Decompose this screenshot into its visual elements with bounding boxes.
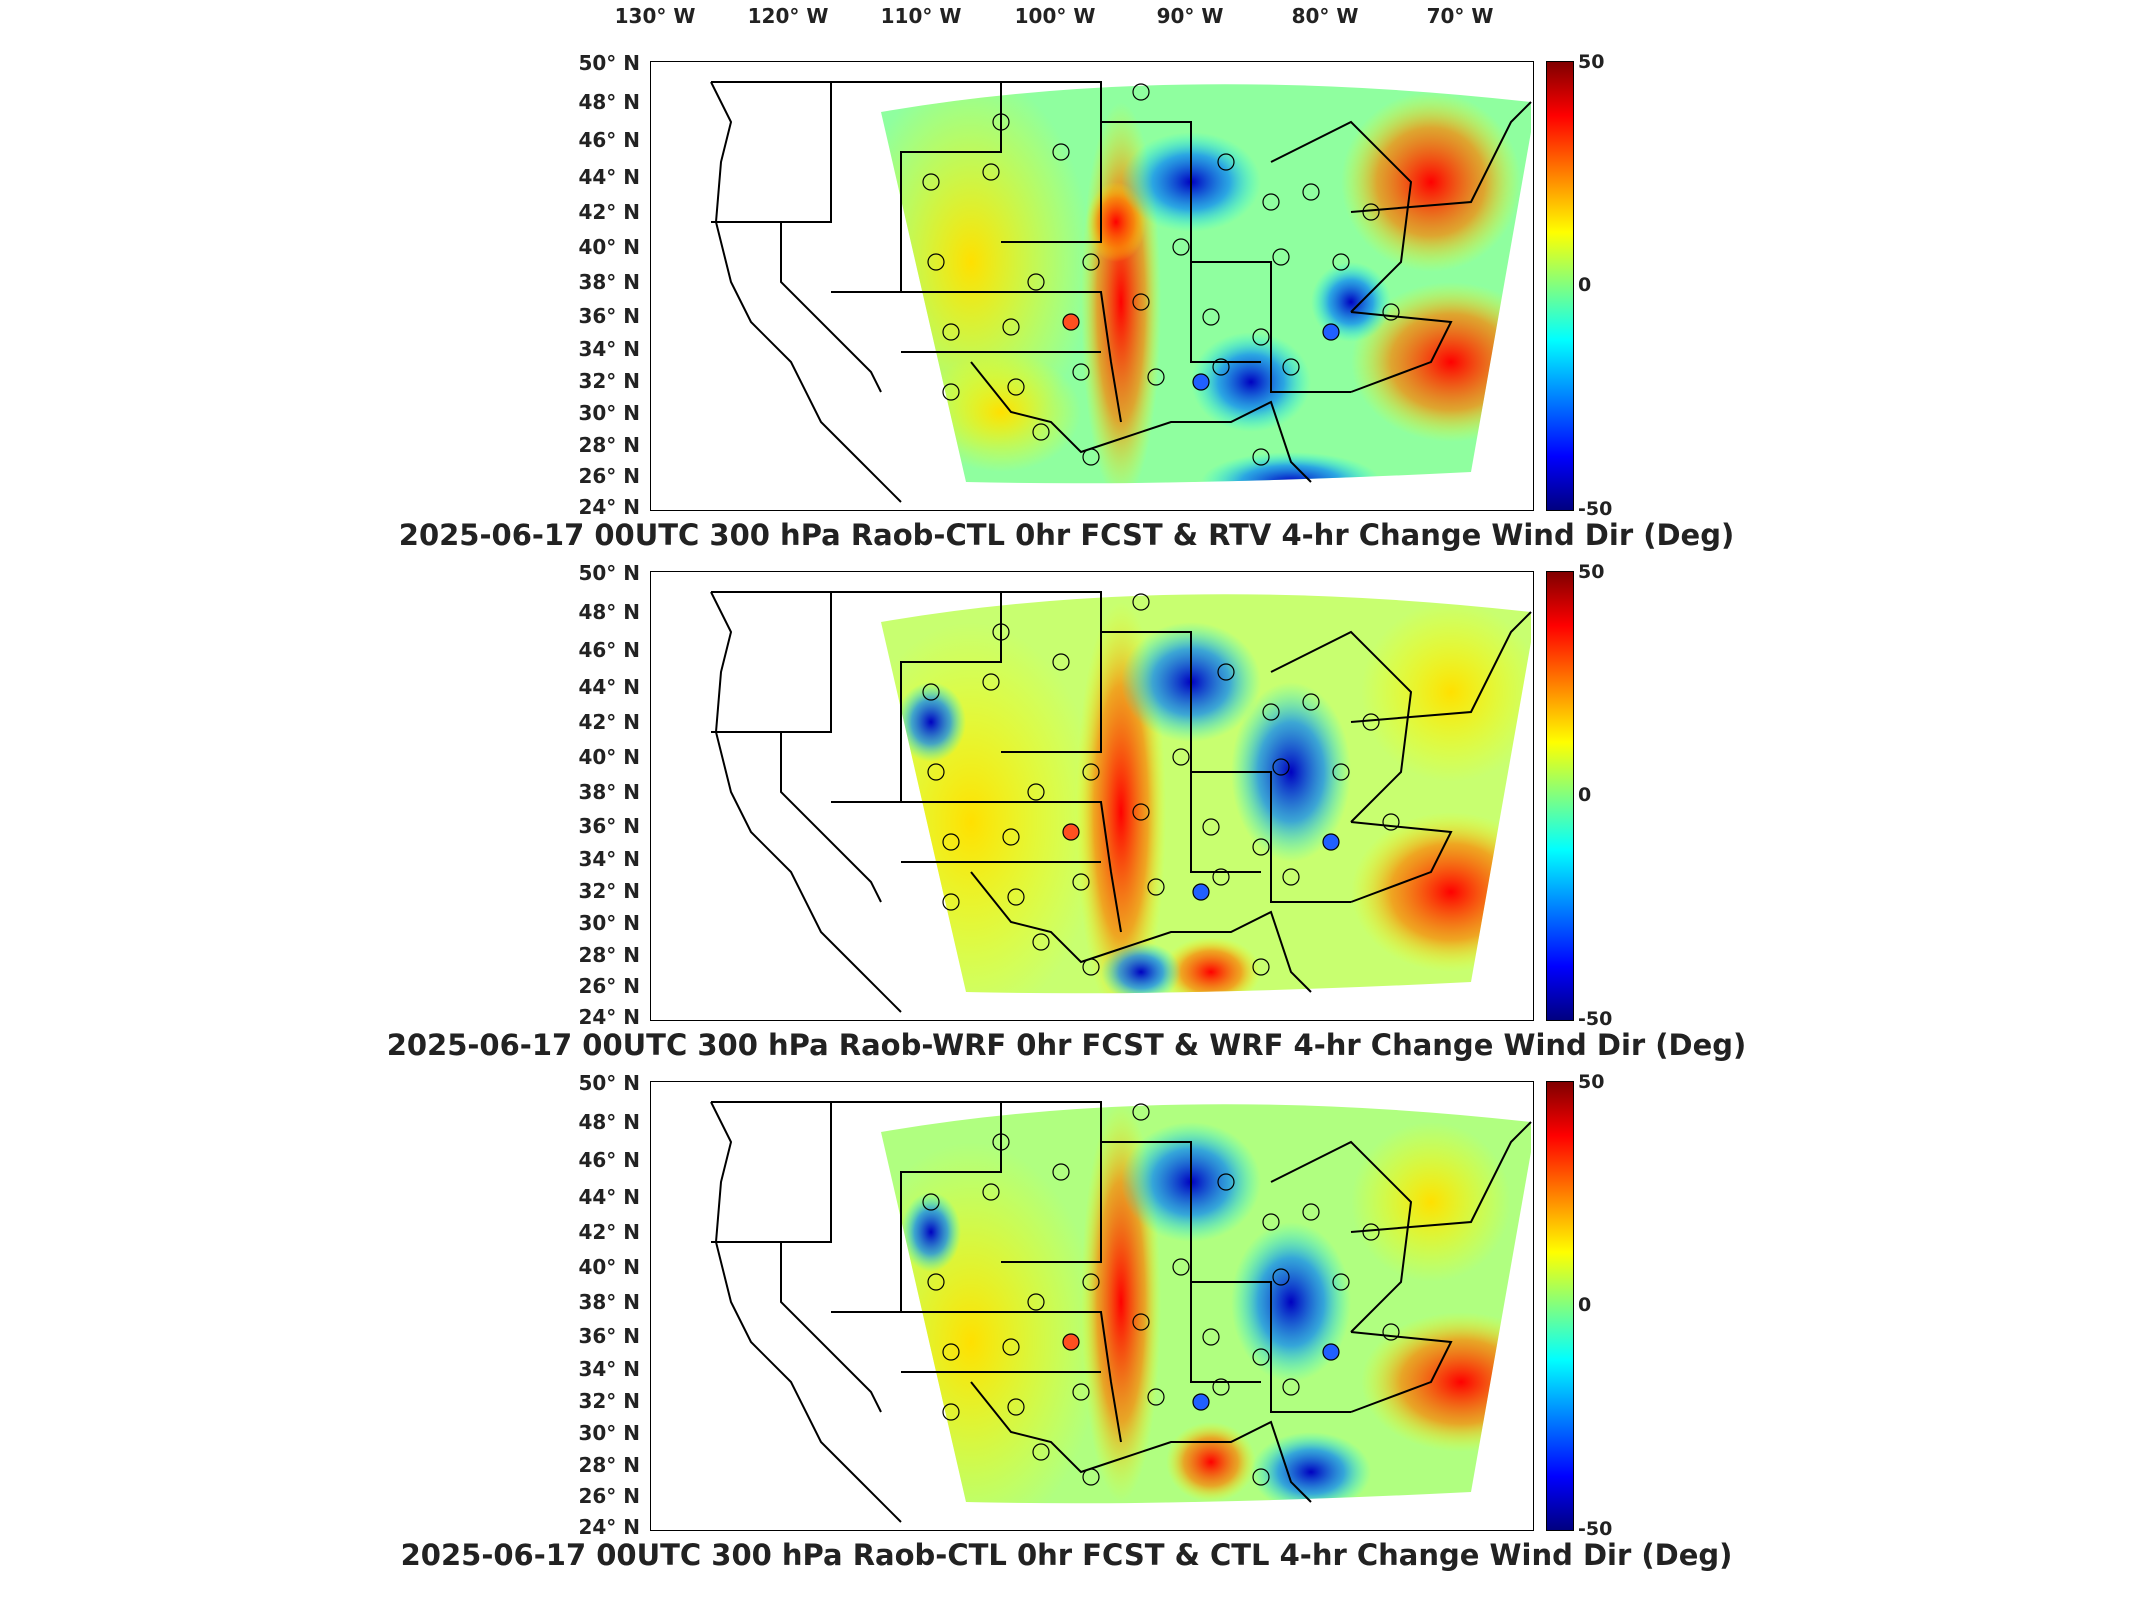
raob-stations: [922, 1103, 1400, 1486]
lat-label: 50° N: [578, 51, 640, 75]
lon-label: 100° W: [1014, 4, 1096, 28]
latitude-axis: 50° N 48° N 46° N 44° N 42° N 40° N 38° …: [560, 51, 640, 519]
panel-title: 2025-06-17 00UTC 300 hPa Raob-WRF 0hr FC…: [386, 1028, 1747, 1062]
lat-label: 30° N: [578, 911, 640, 935]
model-domain: [881, 1104, 1531, 1504]
lat-label: 28° N: [578, 943, 640, 967]
colorbar-tick-max: 50: [1578, 51, 1605, 73]
model-domain: [881, 84, 1531, 484]
lat-label: 28° N: [578, 1453, 640, 1477]
colorbar: [1546, 1081, 1574, 1531]
wind-direction-map: [650, 571, 1534, 1021]
wind-direction-map: [650, 1081, 1534, 1531]
lon-label: 90° W: [1156, 4, 1224, 28]
lat-label: 34° N: [578, 847, 640, 871]
wind-direction-map: [650, 61, 1534, 511]
lat-label: 40° N: [578, 1255, 640, 1279]
lat-label: 26° N: [578, 974, 640, 998]
raob-stations: [922, 593, 1400, 976]
lat-label: 46° N: [578, 128, 640, 152]
lat-label: 32° N: [578, 879, 640, 903]
lat-label: 42° N: [578, 1220, 640, 1244]
colorbar-tick-zero: 0: [1578, 274, 1592, 296]
lat-label: 46° N: [578, 638, 640, 662]
lon-label: 110° W: [880, 4, 962, 28]
colorbar-tick-zero: 0: [1578, 784, 1592, 806]
panel-title: 2025-06-17 00UTC 300 hPa Raob-CTL 0hr FC…: [400, 1538, 1733, 1572]
colorbar-tick-max: 50: [1578, 561, 1605, 583]
lat-label: 30° N: [578, 401, 640, 425]
lat-label: 24° N: [578, 1515, 640, 1539]
colorbar-tick-min: -50: [1578, 1008, 1613, 1030]
lat-label: 38° N: [578, 780, 640, 804]
lat-label: 36° N: [578, 1324, 640, 1348]
lat-label: 34° N: [578, 1357, 640, 1381]
lat-label: 46° N: [578, 1148, 640, 1172]
model-domain: [881, 594, 1531, 994]
colorbar: [1546, 571, 1574, 1021]
lat-label: 32° N: [578, 1389, 640, 1413]
lat-label: 48° N: [578, 600, 640, 624]
lat-label: 24° N: [578, 1005, 640, 1029]
lat-label: 38° N: [578, 270, 640, 294]
state-boundaries: [710, 81, 1532, 503]
map-canvas: [710, 1101, 1532, 1523]
lat-label: 42° N: [578, 710, 640, 734]
lat-label: 28° N: [578, 433, 640, 457]
latitude-axis: 50° N 48° N 46° N 44° N 42° N 40° N 38° …: [560, 1071, 640, 1539]
lat-label: 40° N: [578, 235, 640, 259]
lon-label: 120° W: [747, 4, 829, 28]
lon-label: 70° W: [1426, 4, 1494, 28]
map-canvas: [710, 591, 1532, 1013]
lat-label: 44° N: [578, 675, 640, 699]
colorbar-tick-max: 50: [1578, 1071, 1605, 1093]
lat-label: 24° N: [578, 495, 640, 519]
latitude-axis: 50° N 48° N 46° N 44° N 42° N 40° N 38° …: [560, 561, 640, 1029]
lat-label: 26° N: [578, 1484, 640, 1508]
lat-label: 42° N: [578, 200, 640, 224]
lat-label: 38° N: [578, 1290, 640, 1314]
lat-label: 50° N: [578, 561, 640, 585]
raob-stations: [922, 83, 1400, 466]
colorbar: [1546, 61, 1574, 511]
lat-label: 36° N: [578, 814, 640, 838]
lat-label: 44° N: [578, 1185, 640, 1209]
lat-label: 48° N: [578, 90, 640, 114]
lat-label: 26° N: [578, 464, 640, 488]
lat-label: 36° N: [578, 304, 640, 328]
panel-title: 2025-06-17 00UTC 300 hPa Raob-CTL 0hr FC…: [398, 518, 1735, 552]
colorbar-tick-min: -50: [1578, 1518, 1613, 1540]
lon-label: 130° W: [614, 4, 696, 28]
lat-label: 34° N: [578, 337, 640, 361]
state-boundaries: [710, 1101, 1532, 1523]
lon-label: 80° W: [1291, 4, 1359, 28]
map-canvas: [710, 81, 1532, 503]
lat-label: 50° N: [578, 1071, 640, 1095]
longitude-axis: 130° W 120° W 110° W 100° W 90° W 80° W …: [0, 4, 2133, 34]
state-boundaries: [710, 591, 1532, 1013]
lat-label: 32° N: [578, 369, 640, 393]
lat-label: 48° N: [578, 1110, 640, 1134]
colorbar-tick-min: -50: [1578, 498, 1613, 520]
lat-label: 30° N: [578, 1421, 640, 1445]
lat-label: 40° N: [578, 745, 640, 769]
colorbar-tick-zero: 0: [1578, 1294, 1592, 1316]
lat-label: 44° N: [578, 165, 640, 189]
